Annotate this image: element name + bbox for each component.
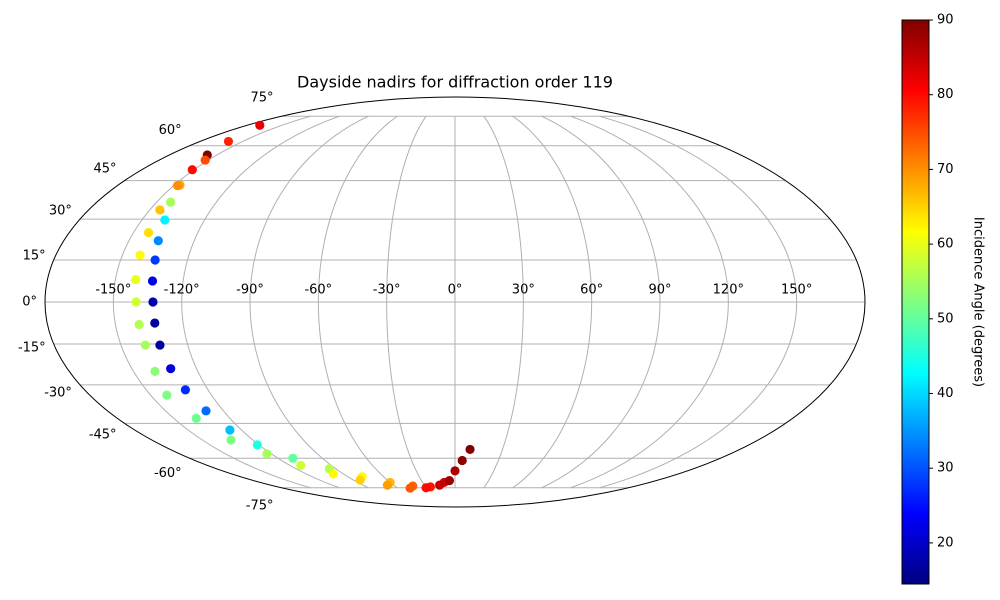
data-point [225, 425, 235, 435]
x-tick-label: -60° [304, 283, 332, 298]
grid-line [386, 115, 427, 489]
grid-line [512, 115, 593, 489]
grid-line [541, 115, 661, 489]
data-point [262, 449, 272, 459]
y-tick-label: 0° [22, 295, 37, 310]
data-point [162, 390, 172, 400]
x-tick-label: 30° [512, 283, 535, 298]
grid-line [483, 115, 524, 489]
data-point [150, 318, 160, 328]
data-point [150, 255, 160, 265]
colorbar-tick-label: 30 [937, 461, 954, 476]
x-tick-label: 150° [781, 283, 812, 298]
data-point [140, 340, 151, 350]
colorbar-tick-label: 80 [937, 87, 954, 102]
colorbar-tick-label: 40 [937, 386, 954, 401]
data-point [201, 406, 211, 416]
y-tick-label: -75° [246, 498, 274, 513]
y-tick-label: -45° [89, 428, 117, 443]
data-point [450, 466, 460, 476]
x-tick-label: 90° [648, 283, 671, 298]
grid-line [249, 115, 369, 489]
colorbar-tick-label: 90 [937, 13, 954, 28]
data-point [160, 215, 170, 225]
x-tick-label: 60° [580, 283, 603, 298]
data-point [382, 480, 393, 490]
colorbar-label: Incidence Angle (degrees) [971, 217, 986, 387]
data-point [355, 475, 365, 485]
data-point [166, 364, 176, 374]
grid-line [570, 115, 729, 489]
data-point [147, 276, 158, 286]
map-outline [44, 96, 866, 508]
x-tick-label: -30° [373, 283, 401, 298]
grid-line [317, 115, 398, 489]
data-point [155, 205, 165, 215]
data-point [131, 274, 141, 285]
colorbar-tick-label: 20 [937, 535, 954, 550]
data-point [172, 180, 183, 191]
data-point [134, 319, 144, 330]
x-tick-label: -150° [95, 283, 131, 298]
x-tick-label: 120° [713, 283, 744, 298]
data-point [444, 475, 455, 486]
data-point [180, 385, 190, 395]
colorbar [901, 19, 930, 585]
y-tick-label: -60° [154, 466, 182, 481]
y-tick-label: 60° [159, 123, 182, 138]
x-tick-label: -120° [164, 283, 200, 298]
y-tick-label: -15° [18, 341, 46, 356]
grid-line [599, 115, 798, 489]
data-point [143, 228, 154, 238]
grid-line [181, 115, 340, 489]
data-point [226, 435, 236, 445]
data-point [223, 136, 234, 147]
colorbar-tick-label: 60 [937, 237, 954, 252]
y-tick-label: 45° [94, 161, 117, 176]
data-point [200, 155, 210, 165]
data-point [187, 165, 197, 175]
data-point [435, 480, 445, 490]
data-point [328, 469, 338, 479]
chart-title: Dayside nadirs for diffraction order 119 [297, 73, 613, 92]
data-point [148, 297, 158, 307]
data-point [150, 366, 160, 376]
data-point [457, 455, 467, 466]
data-point [288, 453, 298, 463]
data-point [191, 413, 201, 424]
data-point [135, 250, 145, 260]
data-point [421, 483, 431, 493]
data-point [131, 297, 141, 307]
y-tick-label: 30° [49, 204, 72, 219]
y-tick-label: 75° [250, 91, 273, 106]
data-point [252, 440, 262, 450]
data-point [255, 120, 265, 130]
data-point [153, 236, 163, 246]
data-point [296, 460, 306, 470]
x-tick-label: -90° [236, 283, 264, 298]
colorbar-tick-label: 70 [937, 162, 954, 177]
data-point [155, 340, 165, 350]
y-tick-label: 15° [23, 248, 46, 263]
data-point [465, 444, 475, 455]
y-tick-label: -30° [44, 385, 72, 400]
colorbar-tick-label: 50 [937, 311, 954, 326]
x-tick-label: 0° [448, 283, 463, 298]
data-point [165, 197, 176, 207]
data-point [405, 483, 415, 493]
